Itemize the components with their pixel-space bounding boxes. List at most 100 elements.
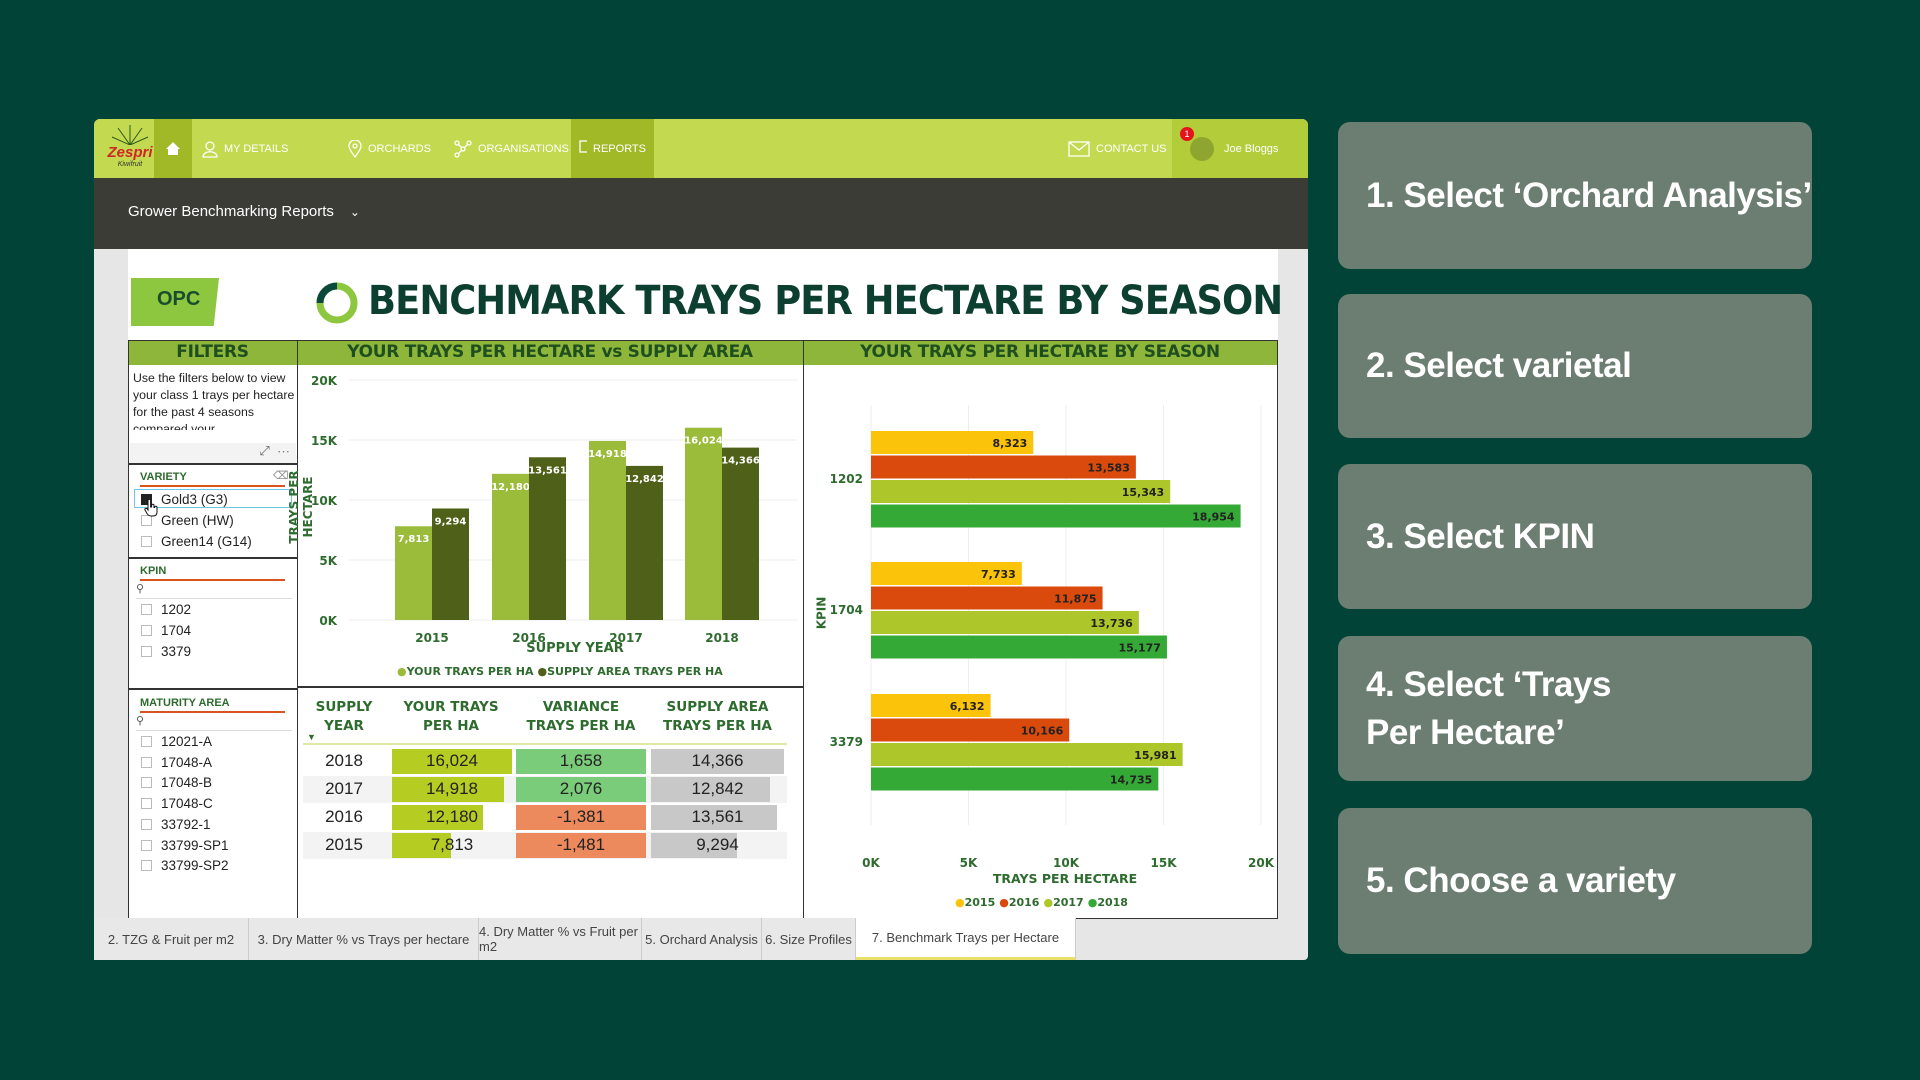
bar[interactable] [626,465,663,620]
kpin-search[interactable]: ⚲ [136,582,292,599]
variety-item[interactable]: Green14 (G14) [141,534,252,549]
nav-orchards[interactable]: ORCHARDS [340,119,439,178]
checkbox[interactable] [141,625,152,636]
kpin-item[interactable]: 3379 [141,644,191,659]
cell-year: 2015 [325,835,363,854]
col-header-your[interactable]: YOUR TRAYS PER HA [403,699,499,734]
your-bar [392,777,504,802]
legend-item: ●YOUR TRAYS PER HA [397,665,534,678]
maturity-item[interactable]: 33792-1 [141,817,211,832]
checkbox[interactable] [141,756,152,768]
report-dropdown[interactable]: Grower Benchmarking Reports ⌄ [128,203,360,220]
bar[interactable] [685,427,722,620]
bar[interactable] [871,611,1139,634]
checkbox[interactable] [141,736,152,747]
bar[interactable] [871,431,1034,454]
chevron-down-icon: ⌄ [349,204,360,219]
x-axis-label: SUPPLY YEAR [526,641,624,656]
maturity-item[interactable]: 17048-A [141,755,212,770]
report-tab[interactable]: 2. TZG & Fruit per m2 [94,918,249,960]
kpin-item[interactable]: 1704 [141,623,191,638]
bar[interactable] [871,455,1136,479]
report-tab[interactable]: 5. Orchard Analysis [642,918,762,960]
bar[interactable] [871,743,1183,766]
y-tick-label: 5K [319,554,337,568]
bar[interactable] [722,447,759,620]
trays-by-season-chart: 0K 5K 10K 15K 20K 1202 8,323 13,583 15,343 18,954… [830,405,1275,870]
cell-variance: -1,481 [516,833,646,858]
bar[interactable] [871,694,991,717]
bar[interactable] [871,718,1070,742]
col-header-year[interactable]: SUPPLY YEAR [315,699,373,734]
maturity-item[interactable]: 33799-SP1 [141,838,229,853]
bar[interactable] [492,473,529,620]
data-label: 13,736 [1090,617,1133,630]
bar[interactable] [871,767,1159,791]
y-tick-label: 10K [311,494,338,508]
x-tick-label: 15K [1151,856,1178,870]
bar[interactable] [432,508,469,620]
bar[interactable] [871,635,1167,659]
instruction-card: 4. Select ‘Trays Per Hectare’ [1338,636,1812,781]
bar[interactable] [871,480,1171,503]
maturity-item[interactable]: 17048-B [141,775,212,790]
data-label: 15,177 [1118,642,1160,655]
eraser-icon[interactable]: ⌫ [273,470,289,482]
checkbox[interactable] [141,860,152,872]
x-tick-label: 20K [1248,856,1275,870]
maturity-item[interactable]: 33799-SP2 [141,858,229,873]
bar[interactable] [871,562,1022,585]
donut-logo-icon [316,282,358,324]
bar[interactable] [871,504,1241,528]
maturity-search[interactable]: ⚲ [136,714,292,731]
more-options-icon[interactable]: ⋯ [276,443,290,458]
cell-year: 2016 [325,807,363,826]
user-menu[interactable]: Joe Bloggs 1 [1172,119,1308,178]
report-tab[interactable]: 3. Dry Matter % vs Trays per hectare [249,918,479,960]
bar[interactable] [395,526,432,620]
nav-organisations[interactable]: ORGANISATIONS [446,119,577,178]
checkbox-checked[interactable] [141,494,152,505]
data-label: 13,583 [1087,462,1129,475]
nav-reports[interactable]: REPORTS [571,119,654,178]
home-button[interactable] [154,119,192,178]
bar[interactable] [589,440,626,620]
maturity-item[interactable]: 12021-A [141,734,212,749]
instruction-card: 3. Select KPIN [1338,464,1812,609]
sort-desc-icon[interactable]: ▼ [307,732,316,742]
checkbox[interactable] [141,777,152,789]
report-tab[interactable]: 6. Size Profiles [762,918,856,960]
col-header-supply[interactable]: SUPPLY AREA TRAYS PER HA [663,699,772,734]
notification-badge[interactable]: 1 [1180,127,1194,141]
legend-item: ●2016 [999,896,1040,909]
report-tab[interactable]: 7. Benchmark Trays per Hectare [856,918,1076,960]
bar[interactable] [871,586,1103,610]
legend-item: ●2018 [1087,896,1128,909]
legend-item: ●2015 [955,896,996,909]
focus-mode-icon[interactable]: ⤢ [259,443,270,458]
contact-us-link[interactable]: CONTACT US [1060,119,1175,178]
sun-logo-icon [111,125,149,146]
data-label: 7,733 [981,568,1016,581]
instruction-card: 2. Select varietal [1338,294,1812,438]
checkbox[interactable] [141,604,152,615]
variety-item[interactable]: Green (HW) [141,513,234,528]
checkbox[interactable] [141,536,152,547]
bar[interactable] [529,457,566,620]
col-header-variance[interactable]: VARIANCE TRAYS PER HA [526,699,636,734]
report-icon [579,139,588,153]
checkbox[interactable] [141,515,152,526]
variety-item[interactable]: Gold3 (G3) [141,492,228,507]
supply-bar [651,833,738,858]
checkbox[interactable] [141,646,152,657]
cell-supply: 13,561 [691,807,744,826]
kpin-item[interactable]: 1202 [141,602,191,617]
checkbox[interactable] [141,839,152,851]
zespri-logo[interactable]: Zespri Kiwifruit [100,123,160,173]
cell-supply: 14,366 [691,751,744,770]
report-tab[interactable]: 4. Dry Matter % vs Fruit per m2 [479,918,642,960]
maturity-item[interactable]: 17048-C [141,796,213,811]
checkbox[interactable] [141,798,152,810]
checkbox[interactable] [141,818,152,830]
nav-my-details[interactable]: MY DETAILS [194,119,296,178]
